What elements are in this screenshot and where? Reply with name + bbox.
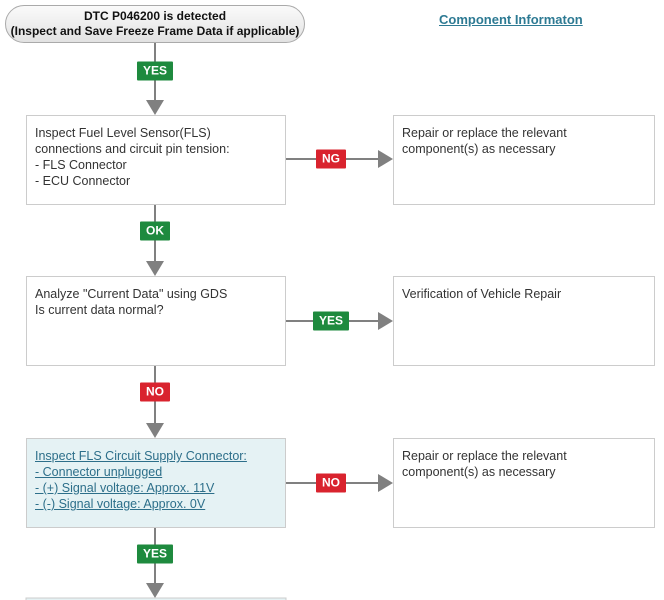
outcome-box: Repair or replace the relevant component(… [393, 438, 655, 528]
box-line: Inspect Fuel Level Sensor(FLS) [35, 126, 211, 140]
box-line[interactable]: - (-) Signal voltage: Approx. 0V [35, 497, 206, 511]
box-line[interactable]: Inspect FLS Circuit Supply Connector: [35, 449, 247, 463]
badge: NO [140, 382, 170, 402]
start-node: DTC P046200 is detected (Inspect and Sav… [5, 5, 305, 43]
box-line: - FLS Connector [35, 158, 127, 172]
step-box: Inspect FLS Circuit Supply Connector: - C… [26, 438, 286, 528]
component-info-link[interactable]: Component Informaton [439, 12, 583, 27]
box-line[interactable]: - (+) Signal voltage: Approx. 11V [35, 481, 215, 495]
box-line: Analyze "Current Data" using GDS [35, 287, 228, 301]
start-line: DTC P046200 is detected [83, 9, 227, 23]
box-line: component(s) as necessary [402, 465, 556, 479]
badge: YES [136, 544, 174, 564]
badge: YES [312, 311, 350, 331]
badge: NO [316, 473, 346, 493]
box-line: Verification of Vehicle Repair [402, 287, 562, 301]
box-line: connections and circuit pin tension: [35, 142, 230, 156]
badge: NG [316, 149, 346, 169]
outcome-box: Repair or replace the relevant component(… [393, 115, 655, 205]
start-line: (Inspect and Save Freeze Frame Data if a… [10, 24, 300, 38]
outcome-box: Verification of Vehicle Repair [393, 276, 655, 366]
badge: OK [140, 221, 170, 241]
step-box: Analyze "Current Data" using GDS Is curre… [26, 276, 286, 366]
box-line: Is current data normal? [35, 303, 164, 317]
box-line: - ECU Connector [35, 174, 131, 188]
step-box: Inspect Fuel Level Sensor(FLS) connection… [26, 115, 286, 205]
box-line: Repair or replace the relevant [402, 449, 567, 463]
box-line: Repair or replace the relevant [402, 126, 567, 140]
box-line: component(s) as necessary [402, 142, 556, 156]
badge: YES [136, 61, 174, 81]
box-line[interactable]: - Connector unplugged [35, 465, 163, 479]
